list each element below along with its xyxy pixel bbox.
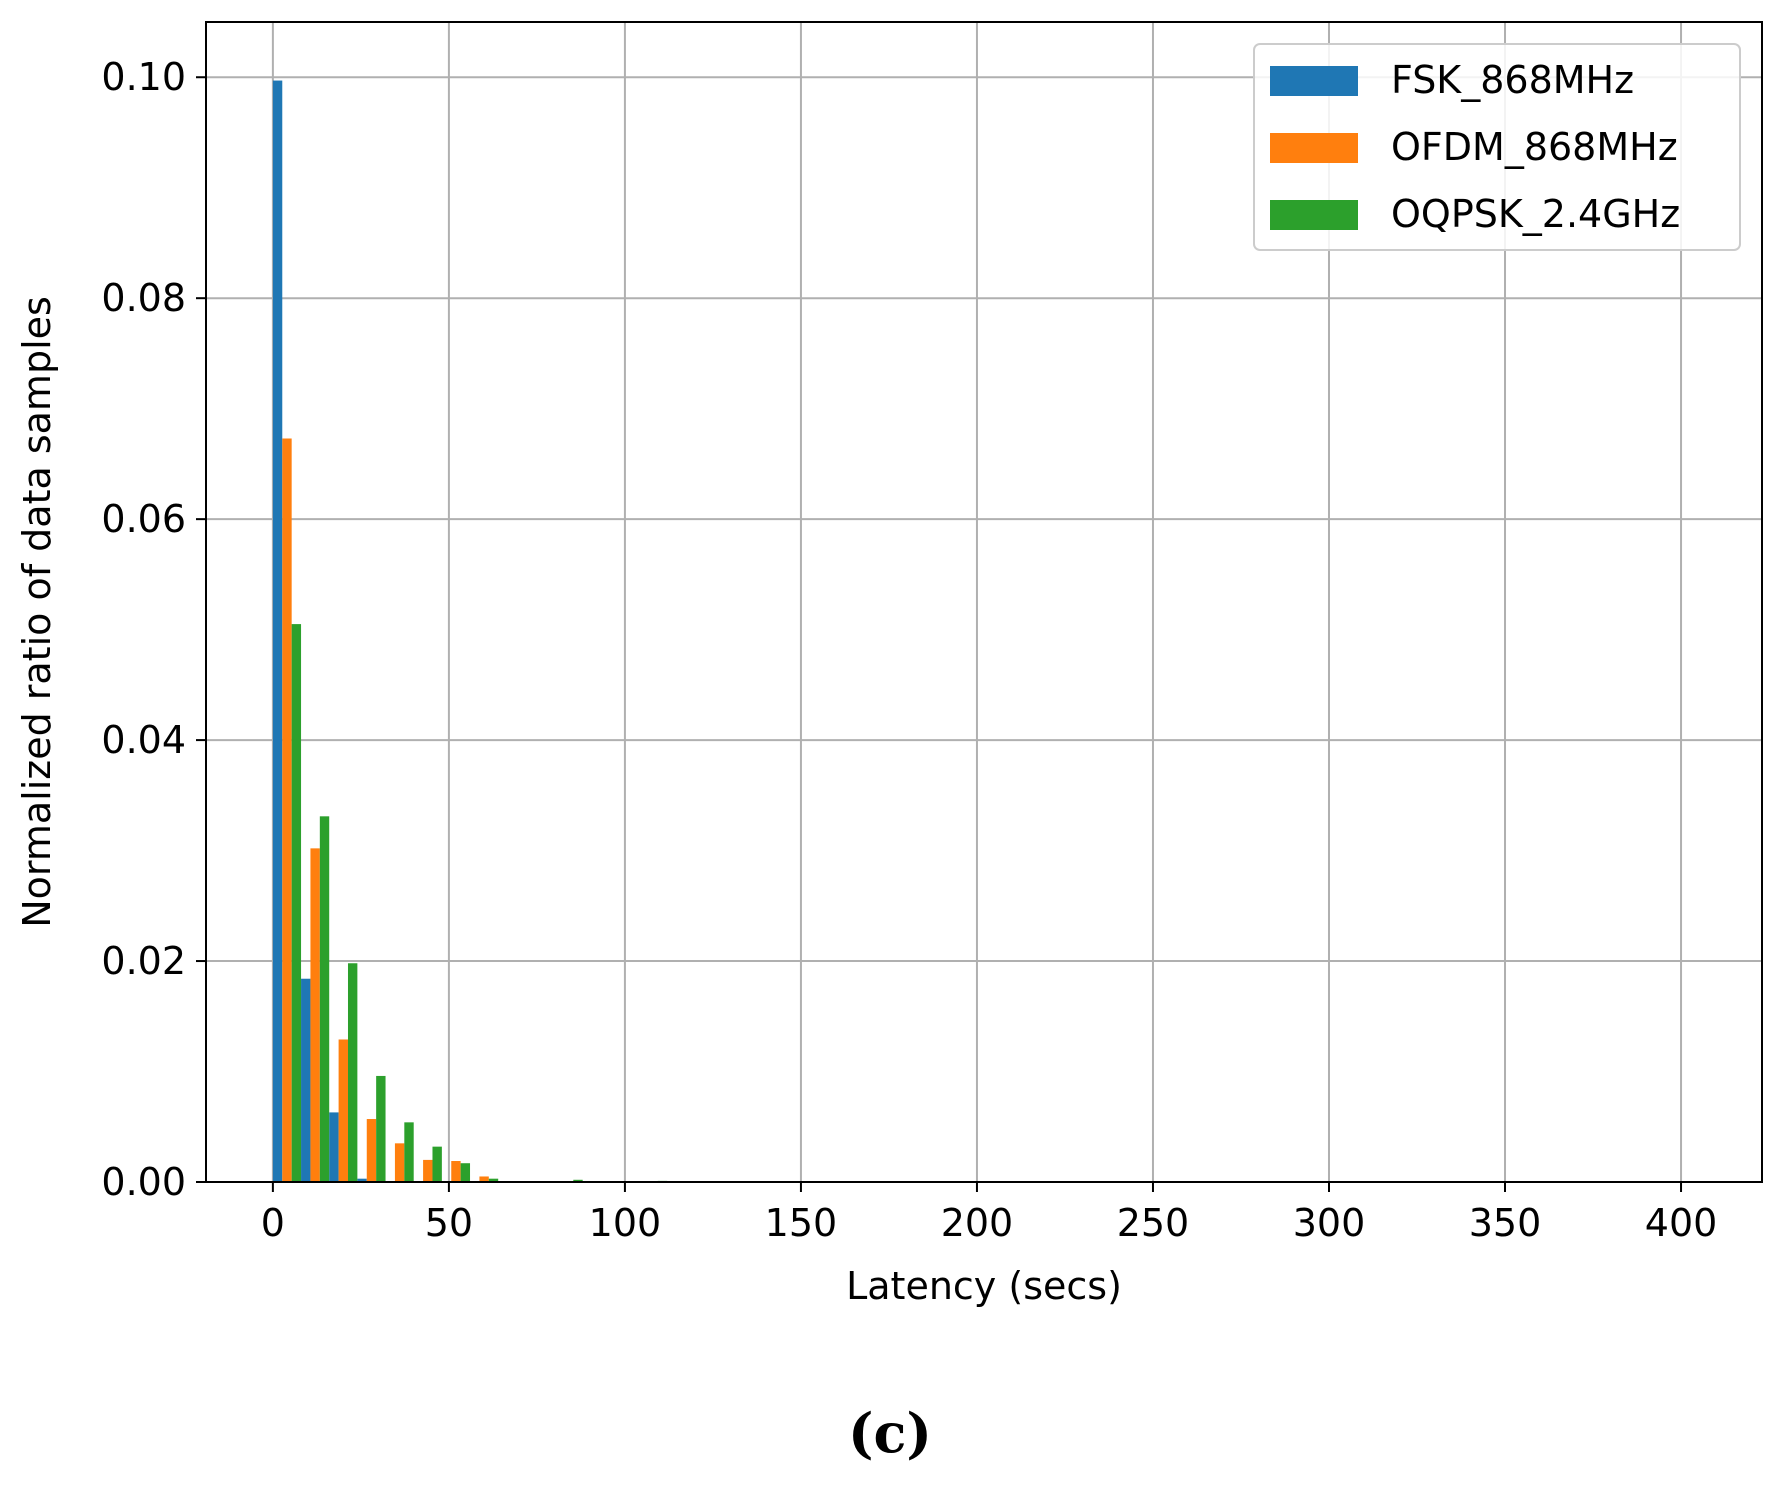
y-tick-label: 0.02 xyxy=(101,939,186,983)
bar-OQPSK_2.4GHz xyxy=(291,624,302,1182)
bar-FSK_868MHz xyxy=(357,1178,367,1182)
bar-OFDM_868MHz xyxy=(451,1161,461,1182)
bar-OFDM_868MHz xyxy=(338,1039,348,1182)
x-axis-ticks: 0 50 100 150 200 250 300 350 400 xyxy=(261,1182,1718,1245)
bar-OQPSK_2.4GHz xyxy=(432,1146,442,1182)
bars xyxy=(272,80,668,1183)
bar-OFDM_868MHz xyxy=(310,848,320,1182)
legend-box xyxy=(1253,43,1741,251)
x-tick-label: 150 xyxy=(765,1201,838,1245)
bar-FSK_868MHz xyxy=(329,1112,339,1182)
y-tick-label: 0.08 xyxy=(101,276,186,320)
x-tick-label: 250 xyxy=(1117,1201,1190,1245)
bar-OQPSK_2.4GHz xyxy=(404,1122,414,1182)
y-axis-ticks: 0.00 0.02 0.04 0.06 0.08 0.10 xyxy=(101,55,206,1204)
bar-OQPSK_2.4GHz xyxy=(376,1075,386,1182)
bar-OQPSK_2.4GHz xyxy=(319,816,330,1182)
bar-OQPSK_2.4GHz xyxy=(347,963,358,1182)
plot-frame xyxy=(205,21,1763,1183)
legend-label: OFDM_868MHz xyxy=(1391,125,1678,169)
y-tick-label: 0.04 xyxy=(101,718,186,762)
x-tick-label: 350 xyxy=(1469,1201,1542,1245)
y-tick-label: 0.06 xyxy=(101,497,186,541)
bar-FSK_868MHz xyxy=(272,80,283,1183)
legend-label: FSK_868MHz xyxy=(1391,58,1634,102)
bar-OFDM_868MHz xyxy=(282,438,292,1182)
bar-OQPSK_2.4GHz xyxy=(573,1179,583,1182)
legend-swatch xyxy=(1270,66,1358,96)
x-tick-label: 0 xyxy=(261,1201,285,1245)
legend-swatch xyxy=(1270,133,1358,163)
x-tick-label: 300 xyxy=(1293,1201,1366,1245)
bar-OFDM_868MHz xyxy=(423,1159,433,1182)
y-axis-label: Normalized ratio of data samples xyxy=(15,296,59,928)
y-tick-label: 0.00 xyxy=(101,1160,186,1204)
y-tick-label: 0.10 xyxy=(101,55,186,99)
x-tick-label: 50 xyxy=(425,1201,473,1245)
bar-OFDM_868MHz xyxy=(394,1143,405,1182)
figure-caption: (c) xyxy=(848,1401,932,1465)
grid xyxy=(206,22,1762,1183)
legend-label: OQPSK_2.4GHz xyxy=(1391,192,1680,236)
bar-OQPSK_2.4GHz xyxy=(460,1163,471,1182)
legend-swatch xyxy=(1270,200,1358,230)
x-tick-label: 400 xyxy=(1645,1201,1718,1245)
x-tick-label: 200 xyxy=(941,1201,1014,1245)
bar-OFDM_868MHz xyxy=(479,1176,489,1182)
bar-OFDM_868MHz xyxy=(366,1119,377,1182)
x-tick-label: 100 xyxy=(589,1201,662,1245)
bar-FSK_868MHz xyxy=(301,978,311,1182)
legend: FSK_868MHz OFDM_868MHz OQPSK_2.4GHz xyxy=(1253,43,1741,251)
x-axis-label: Latency (secs) xyxy=(846,1264,1122,1308)
bar-OQPSK_2.4GHz xyxy=(488,1178,499,1182)
